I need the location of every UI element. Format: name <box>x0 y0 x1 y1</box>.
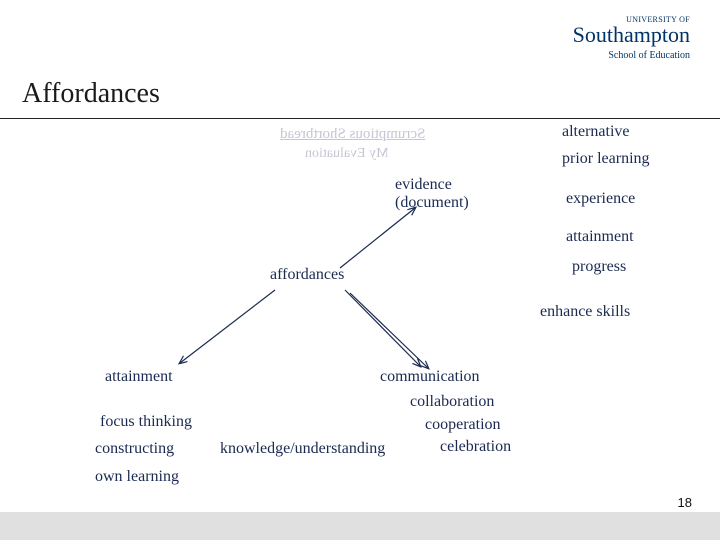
university-logo: UNIVERSITY OF Southampton School of Educ… <box>573 15 690 61</box>
node-alternative: alternative <box>562 123 630 141</box>
node-celebration: celebration <box>440 438 511 456</box>
node-progress: progress <box>572 258 626 276</box>
evidence-line2: (document) <box>395 194 469 211</box>
node-experience: experience <box>566 190 635 208</box>
node-attainment-r: attainment <box>566 228 634 246</box>
page-title: Affordances <box>22 78 160 110</box>
node-knowledge: knowledge/understanding <box>220 440 385 458</box>
ghost-title: Scrumptious Shortbread <box>280 126 425 143</box>
node-constructing: constructing <box>95 440 174 458</box>
logo-subline: School of Education <box>573 50 690 61</box>
node-enhance: enhance skills <box>540 303 630 321</box>
node-prior-learning: prior learning <box>562 150 650 168</box>
footer-bar <box>0 512 720 540</box>
node-own-learning: own learning <box>95 468 179 486</box>
evidence-line1: evidence <box>395 176 452 193</box>
node-affordances: affordances <box>270 266 344 284</box>
node-evidence: evidence (document) <box>395 176 469 211</box>
node-attainment-l: attainment <box>105 368 173 386</box>
slide: UNIVERSITY OF Southampton School of Educ… <box>0 0 720 540</box>
node-focus: focus thinking <box>100 413 192 431</box>
ghost-subtitle: My Evaluation <box>305 146 389 161</box>
node-collaboration: collaboration <box>410 393 494 411</box>
node-cooperation: cooperation <box>425 416 501 434</box>
page-number: 18 <box>678 495 692 510</box>
node-communication: communication <box>380 368 480 386</box>
logo-main: Southampton <box>573 22 690 48</box>
affordances-diagram: Scrumptious Shortbread My Evaluation aff… <box>0 118 720 518</box>
